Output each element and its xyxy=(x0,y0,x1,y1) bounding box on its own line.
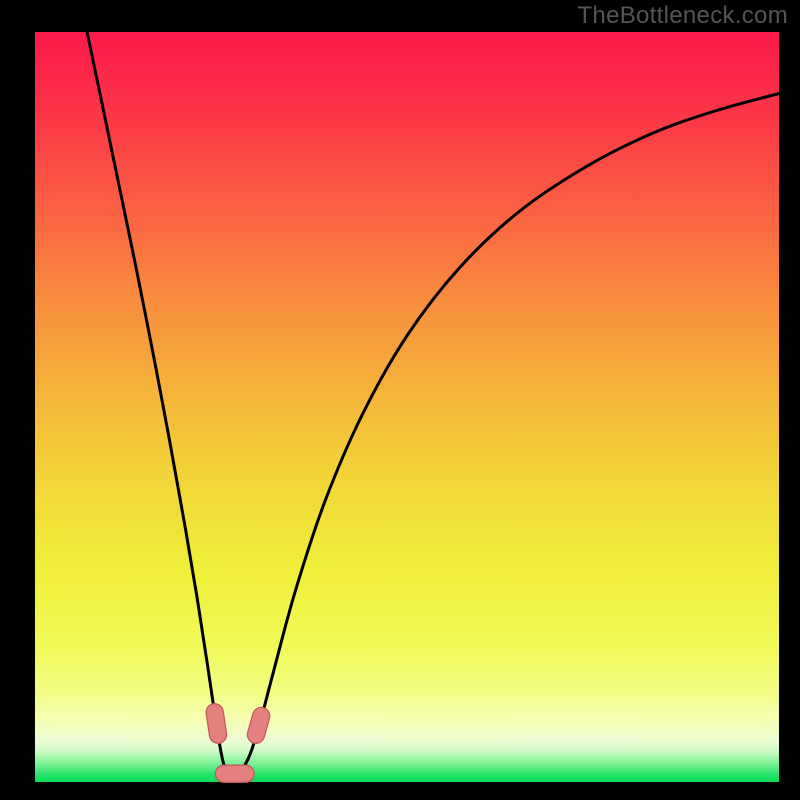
plot-area-rect xyxy=(35,32,779,782)
bottleneck-chart-svg xyxy=(0,0,800,800)
left-wall-pair xyxy=(215,712,218,735)
chart-stage: TheBottleneck.com xyxy=(0,0,800,800)
right-wall-pair xyxy=(256,716,261,735)
watermark-text: TheBottleneck.com xyxy=(577,2,788,30)
